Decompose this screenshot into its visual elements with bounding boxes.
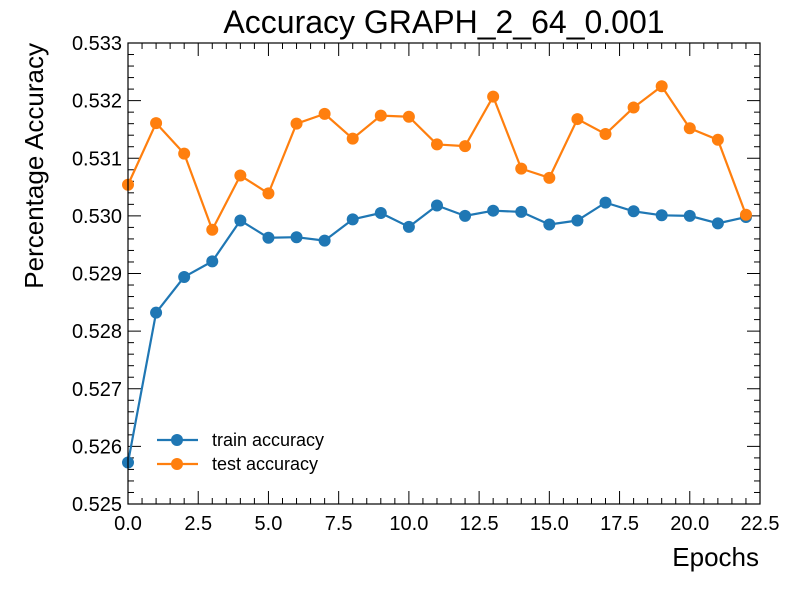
train-accuracy-point bbox=[206, 255, 219, 268]
train-accuracy-point bbox=[487, 204, 500, 217]
train-accuracy-point bbox=[290, 231, 303, 244]
test-accuracy-point bbox=[655, 80, 668, 93]
y-tick-label: 0.530 bbox=[72, 206, 122, 228]
x-tick-label: 22.5 bbox=[741, 513, 780, 535]
x-tick-label: 10.0 bbox=[389, 513, 428, 535]
train-accuracy-point bbox=[459, 209, 472, 222]
train-accuracy-point bbox=[430, 199, 443, 212]
x-tick-label: 0.0 bbox=[114, 513, 142, 535]
train-accuracy-point bbox=[571, 214, 584, 227]
test-accuracy-point bbox=[402, 110, 415, 123]
y-tick-label: 0.531 bbox=[72, 148, 122, 170]
chart-title: Accuracy GRAPH_2_64_0.001 bbox=[223, 4, 664, 40]
test-accuracy-point bbox=[150, 117, 163, 130]
x-tick-label: 2.5 bbox=[184, 513, 212, 535]
train-accuracy-legend-marker bbox=[171, 434, 183, 446]
train-accuracy-point bbox=[515, 205, 528, 218]
x-tick-label: 12.5 bbox=[460, 513, 499, 535]
train-accuracy-point bbox=[374, 206, 387, 219]
test-accuracy-point bbox=[487, 90, 500, 103]
test-accuracy-point bbox=[739, 208, 752, 221]
test-accuracy-point bbox=[374, 109, 387, 122]
test-accuracy-point bbox=[234, 169, 247, 182]
y-tick-label: 0.533 bbox=[72, 33, 122, 55]
x-tick-label: 17.5 bbox=[600, 513, 639, 535]
plot-frame bbox=[127, 42, 761, 505]
minor-ticks bbox=[128, 43, 760, 504]
test-accuracy-legend-marker bbox=[171, 458, 183, 470]
test-accuracy-point bbox=[430, 138, 443, 151]
train-accuracy-line bbox=[126, 201, 747, 463]
train-accuracy-point bbox=[234, 214, 247, 227]
train-accuracy-point bbox=[318, 234, 331, 247]
train-accuracy-legend-label: train accuracy bbox=[212, 430, 324, 450]
legend: train accuracy test accuracy bbox=[157, 430, 324, 474]
train-accuracy-point bbox=[655, 209, 668, 222]
test-accuracy-point bbox=[683, 122, 696, 135]
test-accuracy-point bbox=[599, 128, 612, 141]
train-accuracy-point bbox=[150, 306, 163, 319]
test-accuracy-point bbox=[459, 140, 472, 153]
y-tick-label: 0.527 bbox=[72, 379, 122, 401]
train-accuracy-point bbox=[683, 209, 696, 222]
train-accuracy-point bbox=[543, 218, 556, 231]
test-accuracy-point bbox=[318, 107, 331, 120]
y-tick-label: 0.532 bbox=[72, 91, 122, 113]
series-layer bbox=[122, 80, 752, 469]
y-tick-label: 0.529 bbox=[72, 264, 122, 286]
y-tick-label: 0.528 bbox=[72, 321, 122, 343]
test-accuracy-point bbox=[178, 147, 191, 160]
x-tick-label: 15.0 bbox=[530, 513, 569, 535]
tick-labels: 0.0 2.5 5.0 7.5 10.0 12.5 15.0 17.5 20.0 22.5 0.52… bbox=[72, 33, 780, 535]
test-accuracy-legend-label: test accuracy bbox=[212, 454, 318, 474]
train-accuracy-point bbox=[262, 231, 275, 244]
y-tick-label: 0.525 bbox=[72, 494, 122, 516]
x-tick-label: 5.0 bbox=[255, 513, 283, 535]
x-tick-label: 7.5 bbox=[325, 513, 353, 535]
test-accuracy-point bbox=[346, 132, 359, 145]
train-accuracy-point bbox=[711, 217, 724, 230]
test-accuracy-point bbox=[262, 187, 275, 200]
test-accuracy-point bbox=[711, 133, 724, 146]
train-accuracy-point bbox=[599, 196, 612, 209]
test-accuracy-point bbox=[571, 113, 584, 126]
train-accuracy-point bbox=[346, 213, 359, 226]
x-axis-title: Epochs bbox=[672, 542, 759, 572]
train-accuracy-point bbox=[402, 220, 415, 233]
y-tick-label: 0.526 bbox=[72, 436, 122, 458]
y-axis-title: Percentage Accuracy bbox=[19, 43, 49, 289]
train-accuracy-point bbox=[627, 205, 640, 218]
x-tick-label: 20.0 bbox=[670, 513, 709, 535]
test-accuracy-point bbox=[515, 162, 528, 175]
test-accuracy-point bbox=[206, 223, 219, 236]
test-accuracy-point bbox=[290, 117, 303, 130]
test-accuracy-point bbox=[543, 171, 556, 184]
train-accuracy-point bbox=[178, 270, 191, 283]
test-accuracy-point bbox=[627, 101, 640, 114]
